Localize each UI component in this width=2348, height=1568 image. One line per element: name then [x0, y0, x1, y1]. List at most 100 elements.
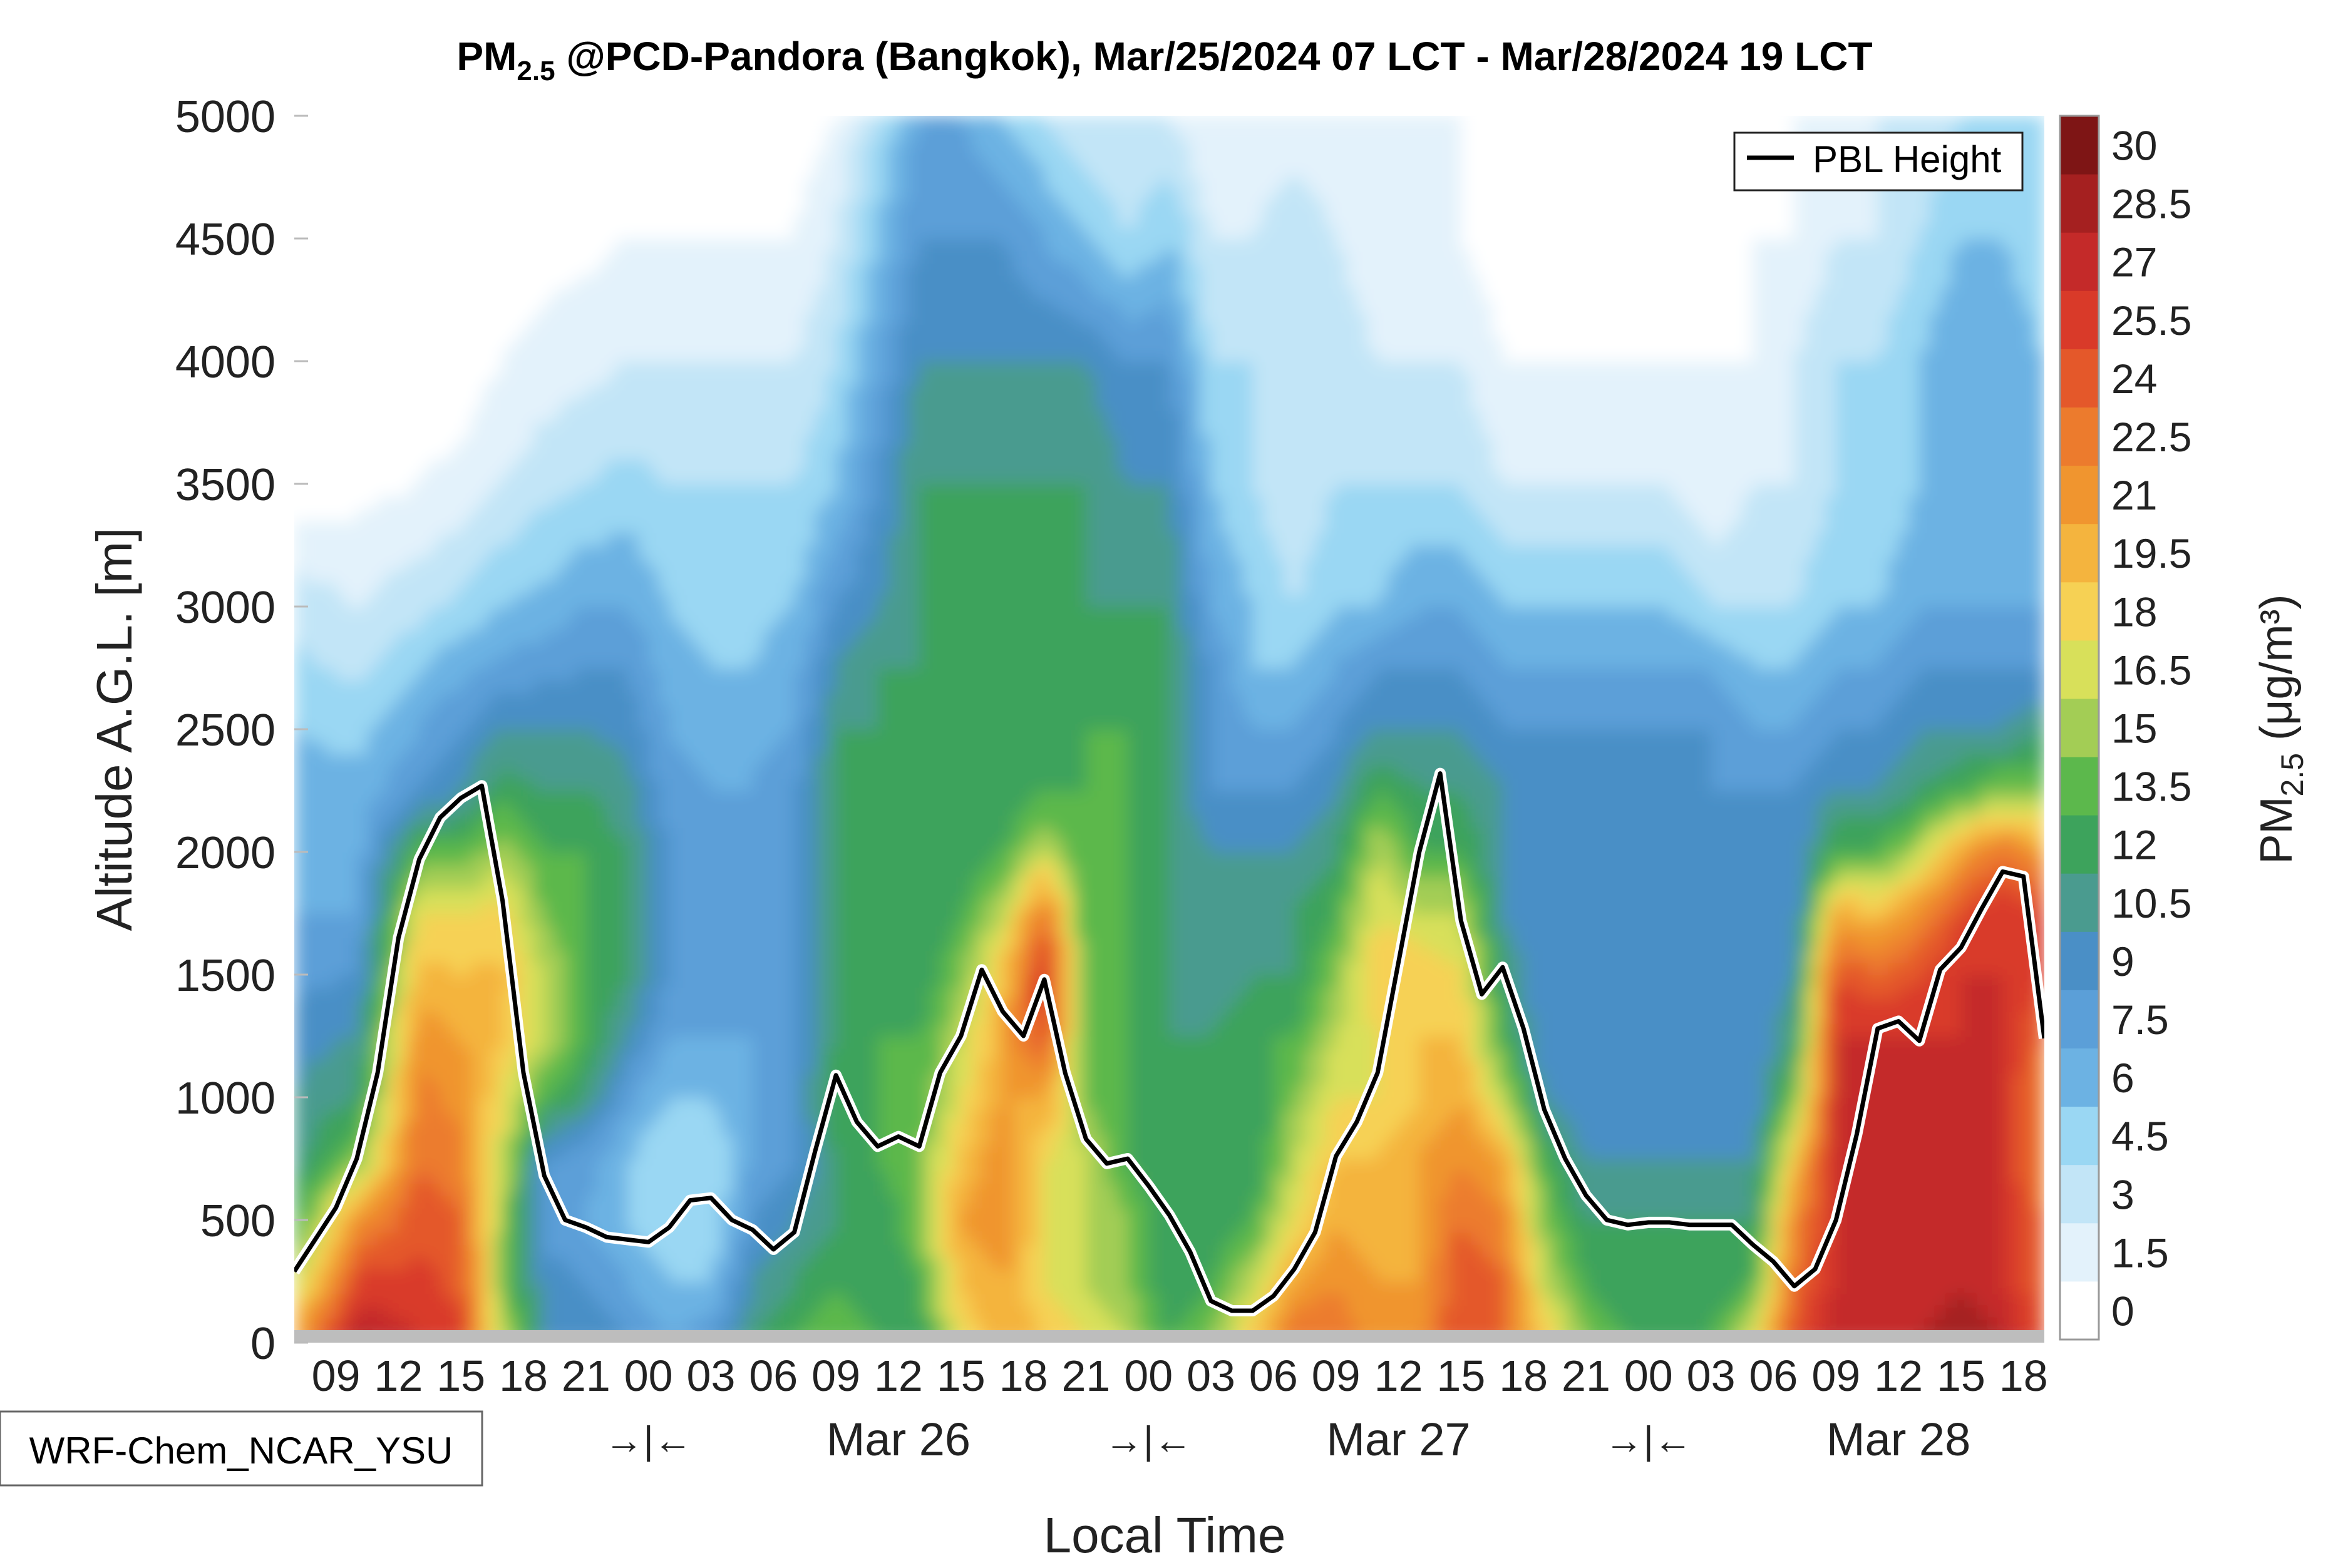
heatmap-cell	[627, 1293, 639, 1307]
heatmap-cell	[440, 1220, 451, 1233]
heatmap-cell	[627, 275, 639, 289]
heatmap-cell	[607, 1048, 618, 1062]
heatmap-cell	[565, 361, 577, 374]
heatmap-cell	[679, 1171, 691, 1184]
heatmap-cell	[607, 128, 618, 141]
heatmap-cell	[533, 1293, 545, 1307]
heatmap-cell	[596, 1085, 608, 1098]
heatmap-cell	[554, 766, 566, 779]
heatmap-cell	[763, 1036, 775, 1049]
heatmap-cell	[481, 533, 493, 546]
heatmap-cell	[388, 741, 399, 755]
heatmap-cell	[679, 975, 691, 988]
heatmap-cell	[544, 459, 555, 473]
heatmap-cell	[388, 459, 399, 473]
heatmap-cell	[794, 1244, 806, 1258]
heatmap-cell	[450, 1023, 462, 1037]
heatmap-cell	[419, 986, 431, 1000]
heatmap-cell	[409, 570, 420, 583]
heatmap-cell	[585, 1085, 597, 1098]
heatmap-cell	[585, 397, 597, 411]
heatmap-cell	[731, 1159, 743, 1172]
heatmap-cell	[419, 471, 431, 484]
heatmap-cell	[742, 901, 753, 914]
heatmap-cell	[304, 447, 316, 460]
heatmap-cell	[627, 128, 639, 141]
heatmap-cell	[753, 471, 764, 484]
heatmap-cell	[596, 766, 608, 779]
heatmap-cell	[533, 545, 545, 558]
heatmap-cell	[481, 925, 493, 939]
heatmap-cell	[367, 1146, 379, 1159]
heatmap-cell	[690, 668, 701, 681]
heatmap-cell	[346, 913, 358, 926]
heatmap-cell	[461, 975, 472, 988]
heatmap-cell	[409, 275, 420, 289]
heatmap-cell	[523, 1293, 535, 1307]
heatmap-cell	[378, 349, 389, 362]
heatmap-cell	[659, 986, 670, 1000]
heatmap-cell	[294, 140, 306, 153]
heatmap-cell	[533, 484, 545, 497]
heatmap-cell	[731, 508, 743, 521]
heatmap-cell	[596, 459, 608, 473]
heatmap-cell	[315, 397, 326, 411]
heatmap-cell	[565, 913, 577, 926]
heatmap-cell	[638, 570, 649, 583]
heatmap-cell	[742, 1306, 753, 1319]
heatmap-cell	[731, 263, 743, 276]
heatmap-cell	[533, 975, 545, 988]
heatmap-cell	[783, 704, 795, 718]
heatmap-cell	[461, 177, 472, 190]
heatmap-cell	[554, 1036, 566, 1049]
heatmap-cell	[430, 508, 441, 521]
heatmap-cell	[294, 1072, 306, 1086]
heatmap-cell	[794, 386, 806, 399]
heatmap-cell	[523, 680, 535, 694]
heatmap-cell	[585, 1293, 597, 1307]
heatmap-cell	[544, 618, 555, 632]
heatmap-cell	[471, 202, 483, 215]
heatmap-cell	[315, 741, 326, 755]
heatmap-cell	[763, 263, 775, 276]
heatmap-cell	[585, 336, 597, 350]
heatmap-cell	[388, 1134, 399, 1147]
heatmap-cell	[659, 1146, 670, 1159]
heatmap-cell	[627, 655, 639, 669]
heatmap-cell	[398, 1256, 409, 1270]
heatmap-cell	[419, 925, 431, 939]
heatmap-cell	[533, 496, 545, 510]
heatmap-cell	[700, 1011, 712, 1025]
heatmap-cell	[565, 1060, 577, 1074]
heatmap-cell	[409, 1134, 420, 1147]
heatmap-cell	[513, 140, 524, 153]
heatmap-cell	[565, 1036, 577, 1049]
heatmap-cell	[575, 423, 587, 436]
heatmap-cell	[533, 250, 545, 264]
heatmap-cell	[492, 213, 503, 227]
heatmap-cell	[481, 508, 493, 521]
heatmap-cell	[805, 1048, 816, 1062]
heatmap-cell	[627, 1023, 639, 1037]
heatmap-cell	[481, 361, 493, 374]
heatmap-cell	[304, 1134, 316, 1147]
heatmap-cell	[336, 852, 348, 865]
heatmap-cell	[617, 1318, 629, 1331]
heatmap-cell	[388, 545, 399, 558]
heatmap-cell	[700, 300, 712, 313]
heatmap-cell	[533, 1183, 545, 1196]
heatmap-cell	[325, 729, 337, 742]
heatmap-cell	[471, 668, 483, 681]
heatmap-cell	[721, 570, 733, 583]
heatmap-cell	[554, 238, 566, 252]
heatmap-cell	[471, 447, 483, 460]
heatmap-cell	[753, 876, 764, 889]
heatmap-cell	[523, 839, 535, 853]
heatmap-cell	[669, 778, 681, 791]
heatmap-cell	[742, 423, 753, 436]
heatmap-cell	[648, 1122, 660, 1135]
heatmap-cell	[544, 275, 555, 289]
heatmap-cell	[773, 1183, 785, 1196]
heatmap-cell	[398, 1171, 409, 1184]
heatmap-cell	[585, 643, 597, 657]
